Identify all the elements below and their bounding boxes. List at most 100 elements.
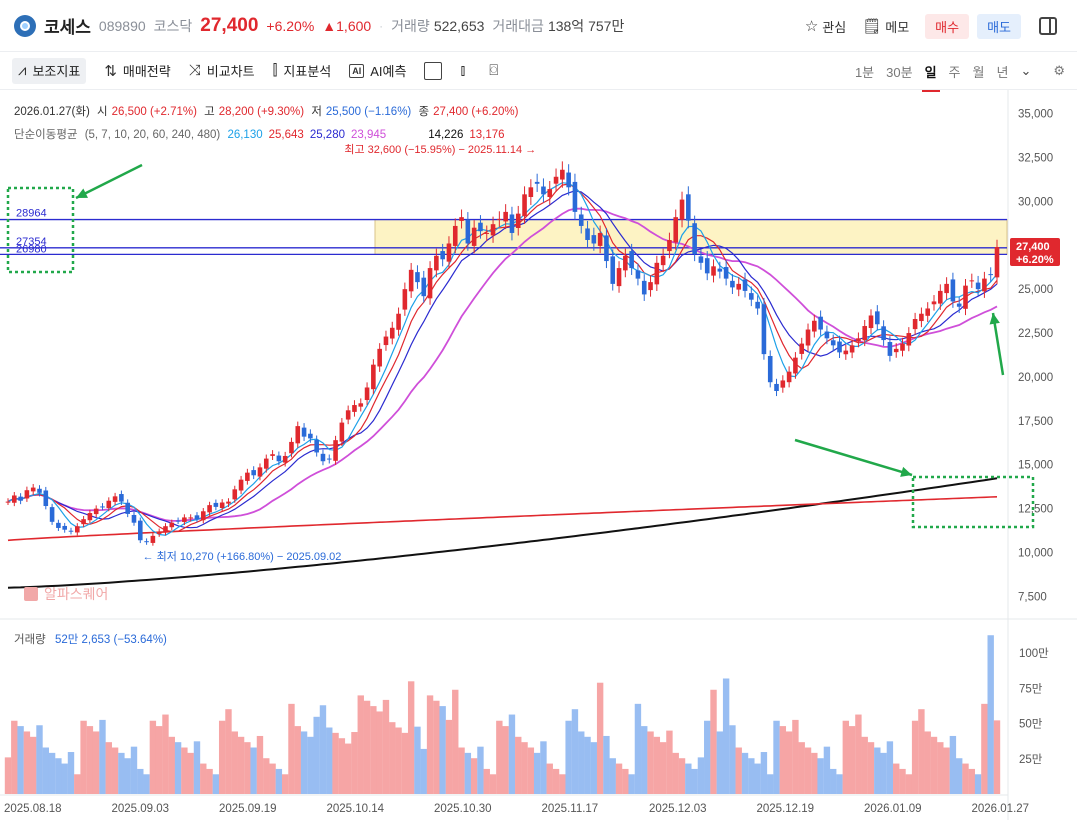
candle-body [793, 357, 798, 374]
sell-button[interactable]: 매도 [977, 13, 1021, 39]
volume-bar [420, 748, 427, 794]
volume-bar [212, 774, 220, 794]
volume-bar [118, 752, 125, 794]
volume-bar [332, 732, 339, 794]
stock-code: 089890 [98, 17, 146, 34]
volume-bar [105, 742, 112, 794]
drawing-arrow-3-head [989, 313, 1000, 325]
volume-pane-value: 52만 2,653 (−53.64%) [54, 634, 167, 646]
candle-body [81, 519, 86, 525]
candle-body [245, 472, 250, 481]
volume-bar [641, 726, 648, 794]
volume-bar [29, 736, 37, 794]
candle-body [24, 490, 30, 499]
volume-bar [155, 726, 163, 794]
volume-bar [666, 730, 673, 794]
volume-bar [275, 768, 283, 794]
volume-bar [389, 722, 396, 794]
info-date: 2026.01.27(화) [14, 106, 90, 118]
analysis-button[interactable]: ⫿ 지표분석 [272, 62, 332, 79]
volume-bar [722, 678, 730, 794]
candle-body [755, 301, 760, 309]
candle-body [572, 181, 578, 212]
gear-icon[interactable]: ⚙ [1053, 63, 1065, 78]
watch-button[interactable]: ☆ 관심 [804, 18, 847, 35]
buy-button[interactable]: 매수 [925, 13, 970, 39]
period-week[interactable]: 주 [948, 64, 961, 80]
volume-bar [785, 731, 793, 794]
screenshot-button[interactable]: ⌼ [489, 58, 504, 84]
checkbox-icon[interactable] [424, 61, 443, 80]
current-price: 27,400 [200, 14, 259, 36]
separator-dot: · [379, 18, 384, 33]
candle-body [528, 187, 534, 198]
candle-body [56, 522, 61, 528]
volume-bar [483, 768, 490, 794]
volume-bar [433, 700, 440, 794]
chevron-down-icon[interactable]: ⌄ [1020, 63, 1032, 78]
volume-bar [496, 720, 503, 794]
candle-body [578, 214, 584, 226]
period-day[interactable]: 일 [921, 62, 940, 92]
ai-button[interactable]: AI AI예측 [349, 58, 406, 84]
candle-body [679, 199, 685, 220]
candle-body [49, 507, 55, 522]
candle-body [906, 333, 912, 346]
candle-body [887, 342, 893, 356]
candle-body [635, 270, 641, 279]
volume-tick-label: 25만 [1019, 753, 1043, 766]
volume-bar [628, 774, 635, 794]
volume-bar [256, 735, 264, 794]
indicator-button[interactable]: ⩘ 보조지표 [12, 57, 87, 84]
candle-body [566, 172, 571, 188]
candle-body [774, 383, 779, 391]
candle-body [68, 530, 74, 532]
candle-body [119, 494, 124, 502]
strategy-button[interactable]: ⇅ 매매전략 [104, 62, 171, 80]
memo-button[interactable]: 🗒 메모 [862, 18, 910, 35]
candle-body [226, 501, 231, 504]
candle-body [276, 455, 282, 462]
candle-body [623, 255, 628, 271]
volume-bar [521, 742, 528, 794]
panel-layout-icon[interactable] [1039, 17, 1057, 35]
period-30min[interactable]: 30분 [886, 64, 913, 80]
candle-body [364, 387, 370, 401]
candle-body [345, 410, 351, 420]
volume-bar [263, 758, 270, 794]
candle-body [213, 502, 219, 507]
chart-type-button[interactable]: ⫾ [460, 58, 471, 84]
volume-bar [168, 736, 175, 794]
candle-body [421, 277, 427, 297]
volume-bar [691, 768, 698, 794]
candle-body [742, 279, 748, 291]
candle-body [182, 517, 187, 522]
period-year[interactable]: 년 [996, 64, 1009, 80]
volume-bar [300, 731, 308, 794]
volume-bar [92, 731, 100, 794]
volume-bar [414, 726, 421, 794]
volume-bar [363, 700, 371, 794]
volume-bar [987, 635, 994, 794]
ma-periods: (5, 7, 10, 20, 60, 240, 480) [84, 129, 221, 141]
volume-bar [477, 746, 484, 794]
y-tick-label: 10,000 [1018, 548, 1053, 560]
volume-bar [55, 758, 62, 794]
candle-body [352, 405, 357, 412]
period-1min[interactable]: 1분 [854, 64, 875, 80]
period-month[interactable]: 월 [972, 64, 985, 80]
candle-body [358, 403, 364, 407]
volume-bar [130, 746, 138, 794]
x-tick-label: 2025.09.03 [112, 803, 170, 815]
volume-value: 522,653 [433, 17, 485, 34]
candle-body [975, 282, 981, 290]
compare-button[interactable]: ⤨ 비교차트 [188, 62, 255, 79]
candle-body [314, 439, 319, 453]
candle-body [301, 427, 307, 437]
candle-body [717, 268, 723, 272]
ma-value-0: 26,130 [227, 129, 263, 141]
candle-body [219, 502, 225, 508]
y-tick-label: 32,500 [1018, 152, 1053, 164]
candle-body [459, 217, 464, 221]
